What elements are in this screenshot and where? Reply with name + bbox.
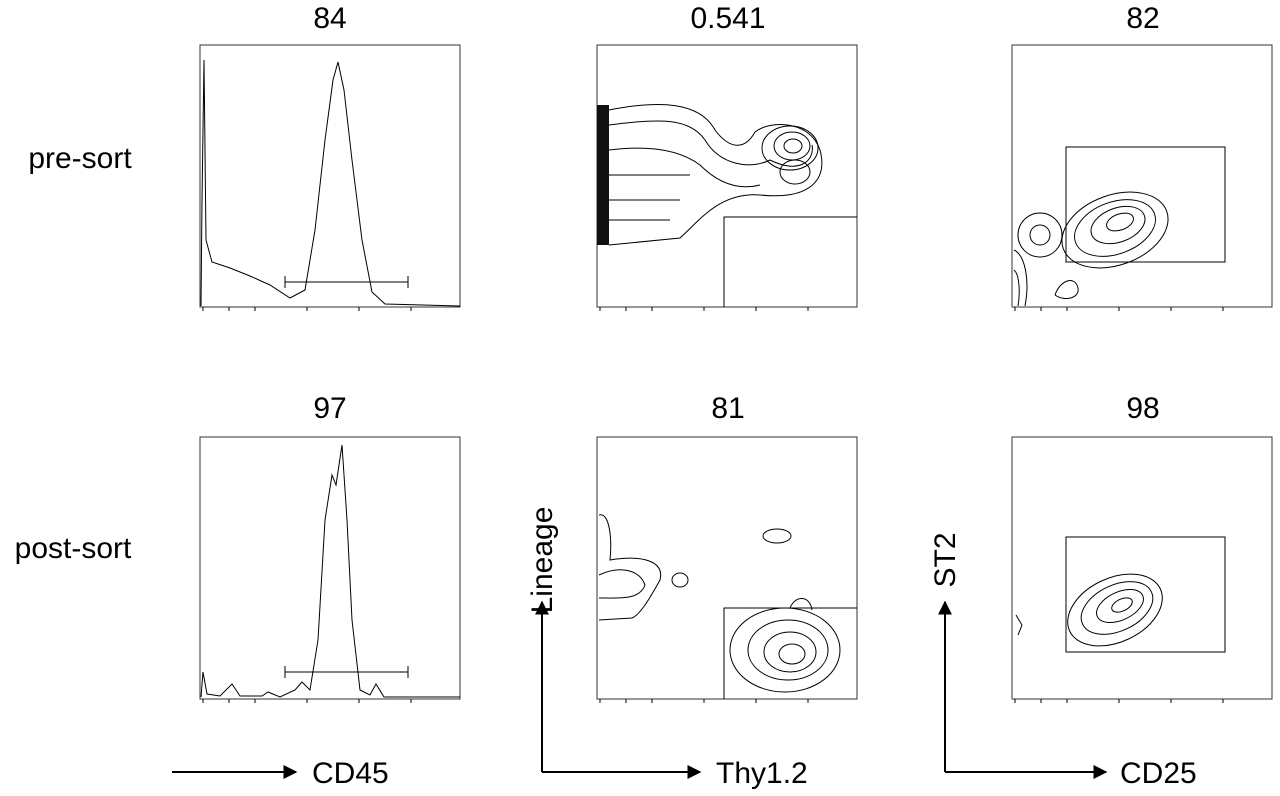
contour-plot bbox=[597, 104, 857, 307]
histogram bbox=[200, 59, 461, 307]
contour-plot bbox=[1013, 146, 1226, 307]
x-axis-label: CD45 bbox=[312, 757, 389, 790]
gate-value: 98 bbox=[1126, 392, 1159, 425]
x-axis-label: Thy1.2 bbox=[716, 757, 808, 790]
gate-value: 81 bbox=[711, 392, 744, 425]
axis-arrows bbox=[172, 600, 1108, 779]
gate-value: 84 bbox=[313, 2, 346, 35]
plot-frames bbox=[199, 44, 1273, 704]
gate-value: 82 bbox=[1126, 2, 1159, 35]
histogram bbox=[200, 444, 460, 698]
gate-value: 97 bbox=[313, 392, 346, 425]
row-label: post-sort bbox=[15, 532, 132, 565]
gate-value: 0.541 bbox=[690, 2, 765, 35]
y-axis-label: ST2 bbox=[929, 532, 962, 587]
row-label: pre-sort bbox=[28, 142, 132, 175]
contour-plot bbox=[598, 514, 857, 699]
y-axis-label: Lineage bbox=[526, 507, 559, 614]
x-axis-label: CD25 bbox=[1120, 757, 1197, 790]
contour-plot bbox=[1015, 536, 1226, 653]
